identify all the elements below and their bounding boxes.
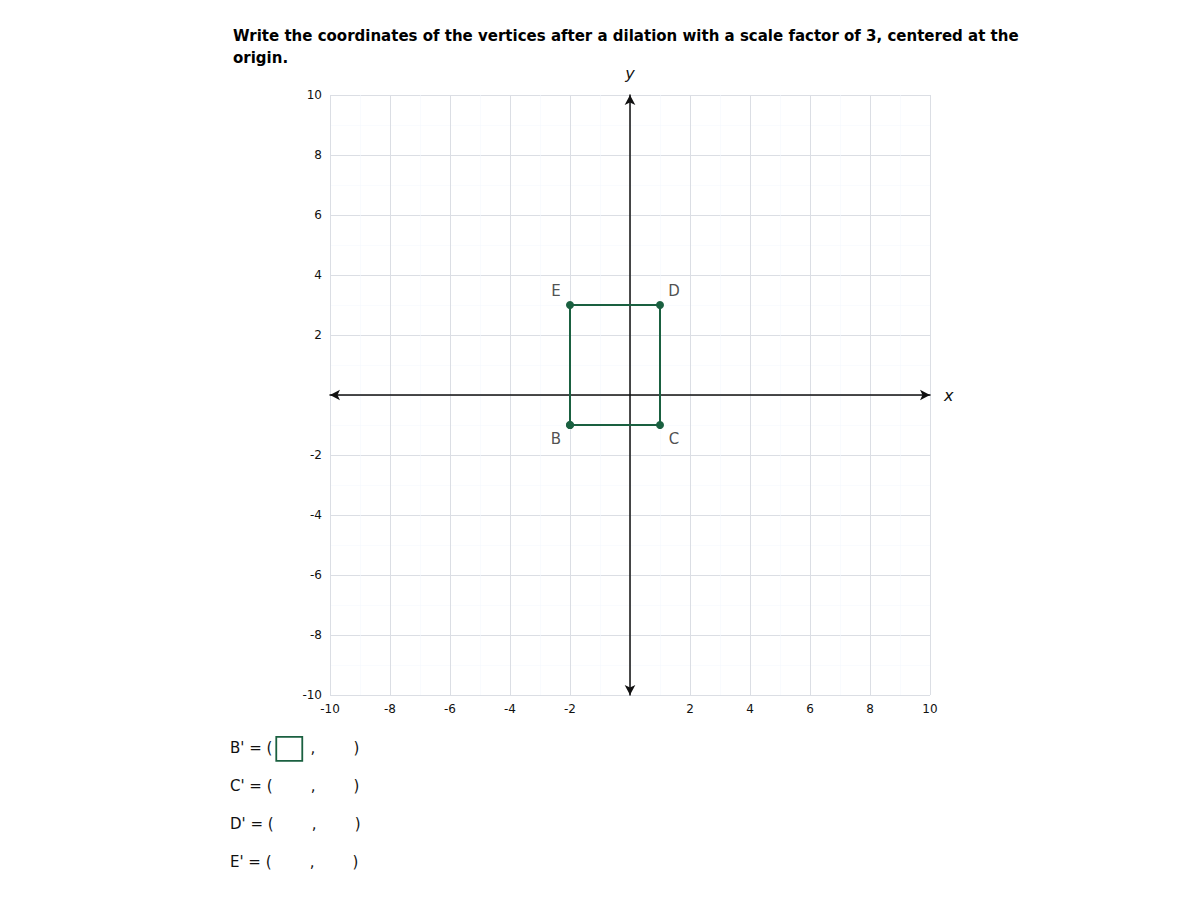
svg-text:origin.: origin.: [233, 49, 288, 67]
svg-text:4: 4: [746, 702, 754, 716]
svg-text:-8: -8: [310, 628, 322, 642]
svg-text:-6: -6: [444, 702, 456, 716]
svg-text:-4: -4: [310, 508, 322, 522]
svg-text:E' = ( , ): E' = ( , ): [230, 853, 358, 871]
svg-text:10: 10: [922, 702, 937, 716]
svg-text:-10: -10: [302, 688, 322, 702]
svg-text:8: 8: [314, 148, 322, 162]
svg-text:-10: -10: [320, 702, 340, 716]
svg-text:2: 2: [314, 328, 322, 342]
svg-text:D' = ( , ): D' = ( , ): [230, 815, 361, 833]
svg-text:2: 2: [686, 702, 694, 716]
svg-text:-6: -6: [310, 568, 322, 582]
svg-text:6: 6: [806, 702, 814, 716]
svg-text:C: C: [669, 430, 679, 448]
svg-text:-8: -8: [384, 702, 396, 716]
svg-text:E: E: [551, 282, 560, 300]
svg-text:-4: -4: [504, 702, 516, 716]
svg-text:4: 4: [314, 268, 322, 282]
svg-text:-2: -2: [564, 702, 576, 716]
svg-text:D: D: [668, 282, 680, 300]
svg-text:8: 8: [866, 702, 874, 716]
svg-text:y: y: [624, 64, 635, 83]
svg-text:B: B: [551, 430, 561, 448]
svg-text:C' = ( , ): C' = ( , ): [230, 777, 359, 795]
svg-text:-2: -2: [310, 448, 322, 462]
svg-text:B' = ( , ): B' = ( , ): [230, 738, 360, 757]
svg-text:6: 6: [314, 208, 322, 222]
svg-text:x: x: [943, 386, 954, 405]
svg-text:10: 10: [307, 88, 322, 102]
svg-text:Write the coordinates of the v: Write the coordinates of the vertices af…: [233, 27, 1019, 45]
